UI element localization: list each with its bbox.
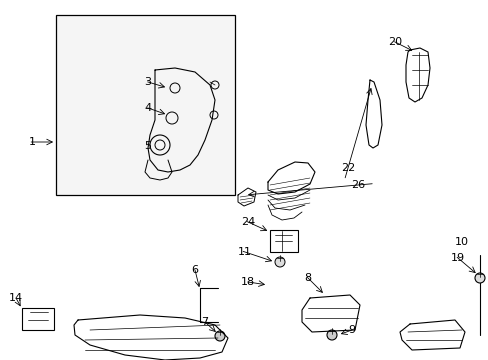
- Text: 6: 6: [191, 265, 198, 275]
- Bar: [269, 230, 297, 252]
- Text: 4: 4: [144, 103, 151, 113]
- Circle shape: [474, 273, 484, 283]
- Bar: [56, 15, 235, 195]
- Text: 26: 26: [350, 180, 365, 190]
- Text: 5: 5: [144, 141, 151, 151]
- Text: 11: 11: [238, 247, 251, 257]
- Text: 19: 19: [450, 253, 464, 263]
- Text: 24: 24: [241, 217, 255, 227]
- Text: 7: 7: [201, 317, 208, 327]
- Text: 9: 9: [348, 325, 355, 335]
- Text: 3: 3: [144, 77, 151, 87]
- Text: 1: 1: [28, 137, 36, 147]
- Text: 22: 22: [340, 163, 354, 173]
- Text: 10: 10: [454, 237, 468, 247]
- Circle shape: [215, 331, 224, 341]
- Text: 20: 20: [387, 37, 401, 47]
- Circle shape: [274, 257, 285, 267]
- Circle shape: [326, 330, 336, 340]
- Text: 18: 18: [241, 277, 255, 287]
- Text: 14: 14: [9, 293, 23, 303]
- Bar: [22, 308, 54, 330]
- Text: 8: 8: [304, 273, 311, 283]
